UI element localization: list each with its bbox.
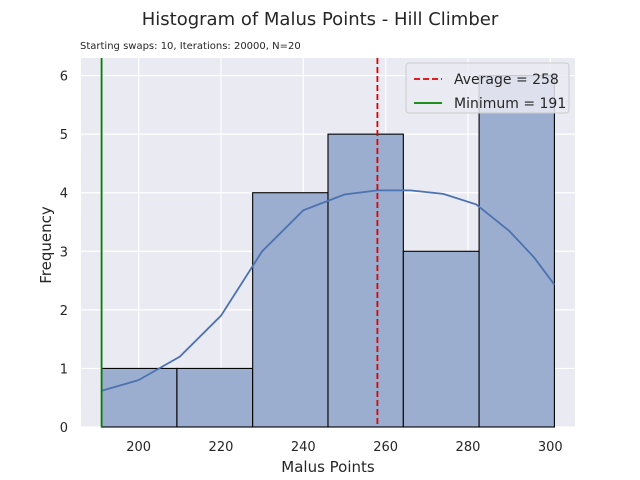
legend-label: Average = 258 [454,72,559,88]
x-axis-label: Malus Points [281,458,375,476]
x-tick-label: 300 [538,440,563,455]
x-tick-label: 240 [291,440,316,455]
y-tick-label: 4 [60,187,68,202]
histogram-bar [402,250,480,428]
chart-subtitle: Starting swaps: 10, Iterations: 20000, N… [80,41,301,52]
x-tick-label: 220 [209,440,234,455]
histogram-bars [101,75,555,428]
y-tick-label: 2 [60,304,68,319]
kde-curve [101,189,556,392]
legend: Average = 258 Minimum = 191 [405,62,570,114]
y-tick-label: 0 [60,421,68,436]
y-tick-label: 5 [60,128,68,143]
y-tick-label: 3 [60,245,68,260]
histogram-bar [252,192,329,428]
legend-box [405,62,570,114]
axis-ticks: 200 220 240 260 280 300 0 1 2 3 4 5 6 [60,70,563,455]
reference-lines [100,58,379,427]
y-tick-label: 1 [60,362,68,377]
legend-label: Minimum = 191 [454,96,566,112]
histogram-bar [478,75,555,428]
x-tick-label: 260 [373,440,398,455]
histogram-bar [327,133,404,428]
histogram-bar [176,367,254,428]
y-tick-label: 6 [60,70,68,85]
chart-title: Histogram of Malus Points - Hill Climber [142,9,499,30]
y-axis-label: Frequency [37,206,55,284]
x-tick-label: 280 [456,440,481,455]
x-tick-label: 200 [126,440,151,455]
histogram-bar [101,367,178,428]
